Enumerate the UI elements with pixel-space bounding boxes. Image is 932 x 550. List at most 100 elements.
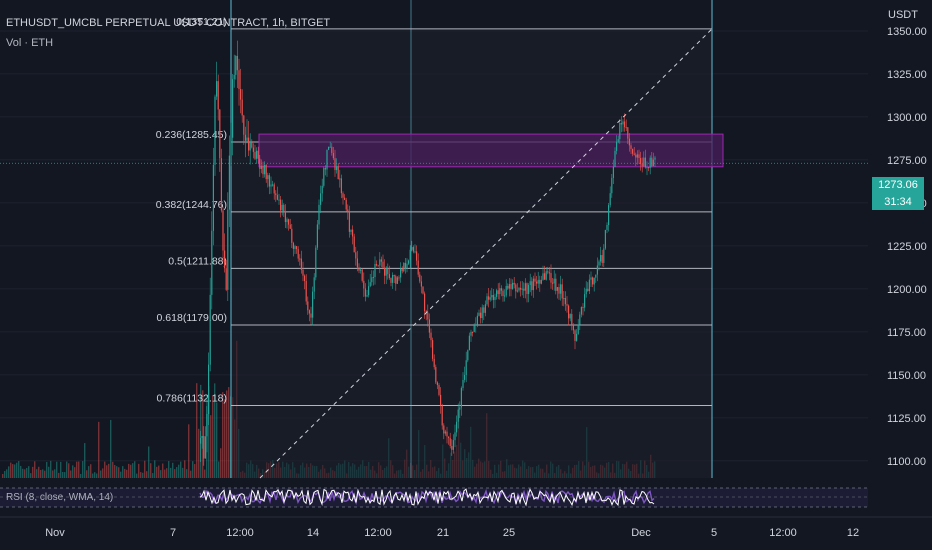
candle-body	[643, 157, 645, 167]
volume-bar	[96, 473, 98, 478]
candle-body	[270, 184, 272, 187]
fib-level-label: 0.786(1132.18)	[157, 392, 227, 404]
candle-body	[395, 276, 397, 284]
volume-bar	[78, 461, 80, 478]
candle-body	[440, 394, 442, 406]
volume-bar	[80, 473, 82, 478]
volume-bar	[198, 428, 200, 478]
candle-body	[342, 193, 344, 198]
candle-body	[246, 137, 248, 141]
candle-body	[419, 274, 421, 282]
time-tick-label: 12:00	[364, 527, 392, 539]
candle-body	[540, 279, 542, 284]
candle-body	[584, 294, 586, 308]
candle-body	[328, 146, 330, 150]
candle-body	[612, 166, 614, 178]
candle-body	[536, 281, 538, 284]
volume-bar	[20, 465, 22, 478]
candle-body	[430, 332, 432, 341]
volume-bar	[86, 470, 88, 478]
candle-body	[380, 259, 382, 262]
candlesticks	[200, 40, 656, 466]
candle-body	[646, 167, 648, 169]
volume-bar	[186, 469, 188, 478]
candle-body	[555, 278, 557, 291]
candle-body	[288, 219, 290, 225]
candle-body	[508, 284, 510, 289]
fib-level-label: 0.236(1285.45)	[156, 129, 227, 141]
volume-bar	[190, 470, 192, 478]
volume-bar	[214, 383, 216, 478]
fibonacci-background	[230, 0, 713, 478]
candle-body	[467, 350, 469, 361]
candle-body	[259, 158, 261, 169]
volume-bar	[24, 469, 26, 478]
volume-bar	[226, 390, 228, 478]
candle-body	[361, 269, 363, 281]
candle-body	[462, 379, 464, 388]
candle-body	[212, 164, 214, 231]
candle-body	[300, 258, 302, 270]
volume-bar	[208, 386, 210, 478]
price-tick-label: 1100.00	[887, 456, 926, 468]
candle-body	[308, 310, 310, 314]
candle-body	[564, 298, 566, 305]
candle-body	[459, 407, 461, 410]
price-tick-label: 1325.00	[887, 69, 927, 81]
price-tick-label: 1200.00	[887, 284, 927, 296]
volume-bar	[178, 464, 180, 478]
candle-body	[310, 313, 312, 318]
candle-body	[304, 275, 306, 282]
candle-body	[470, 331, 472, 336]
candle-body	[244, 134, 246, 141]
candle-body	[452, 440, 454, 450]
volume-bar	[126, 469, 128, 478]
candle-body	[344, 197, 346, 200]
candle-body	[302, 269, 304, 276]
volume-bar	[114, 464, 116, 478]
candle-body	[524, 283, 526, 291]
volume-bar	[218, 461, 220, 478]
candle-body	[315, 247, 317, 278]
candle-body	[265, 165, 267, 180]
candle-body	[201, 436, 203, 438]
volume-bar	[160, 470, 162, 478]
volume-bar	[110, 419, 112, 478]
volume-bar	[128, 463, 130, 478]
candle-body	[371, 277, 373, 283]
candle-body	[486, 296, 488, 305]
candle-body	[326, 149, 328, 170]
volume-bar	[162, 463, 164, 478]
volume-bar	[94, 472, 96, 478]
candle-body	[323, 168, 325, 186]
candle-body	[427, 312, 429, 320]
candle-body	[638, 154, 640, 159]
candle-body	[376, 263, 378, 266]
candle-body	[203, 436, 205, 459]
candle-body	[336, 166, 338, 171]
volume-bar	[176, 467, 178, 478]
candle-body	[220, 158, 222, 211]
candle-body	[563, 298, 565, 300]
candle-body	[281, 204, 283, 211]
candle-body	[238, 70, 240, 90]
volume-bar	[222, 392, 224, 478]
volume-bar	[82, 461, 84, 478]
candle-body	[633, 153, 635, 155]
price-tick-label: 1225.00	[887, 241, 927, 253]
candle-body	[500, 288, 502, 291]
candle-body	[337, 166, 339, 180]
candle-body	[571, 314, 573, 325]
candle-body	[393, 275, 395, 277]
volume-bar	[170, 467, 172, 478]
candle-body	[588, 279, 590, 292]
candle-body	[644, 157, 646, 168]
candle-body	[504, 295, 506, 297]
time-tick-label: 12:00	[769, 527, 797, 539]
candle-body	[497, 290, 499, 295]
candle-body	[448, 436, 450, 439]
candle-body	[600, 255, 602, 262]
candle-body	[257, 150, 259, 159]
candle-body	[404, 262, 406, 269]
